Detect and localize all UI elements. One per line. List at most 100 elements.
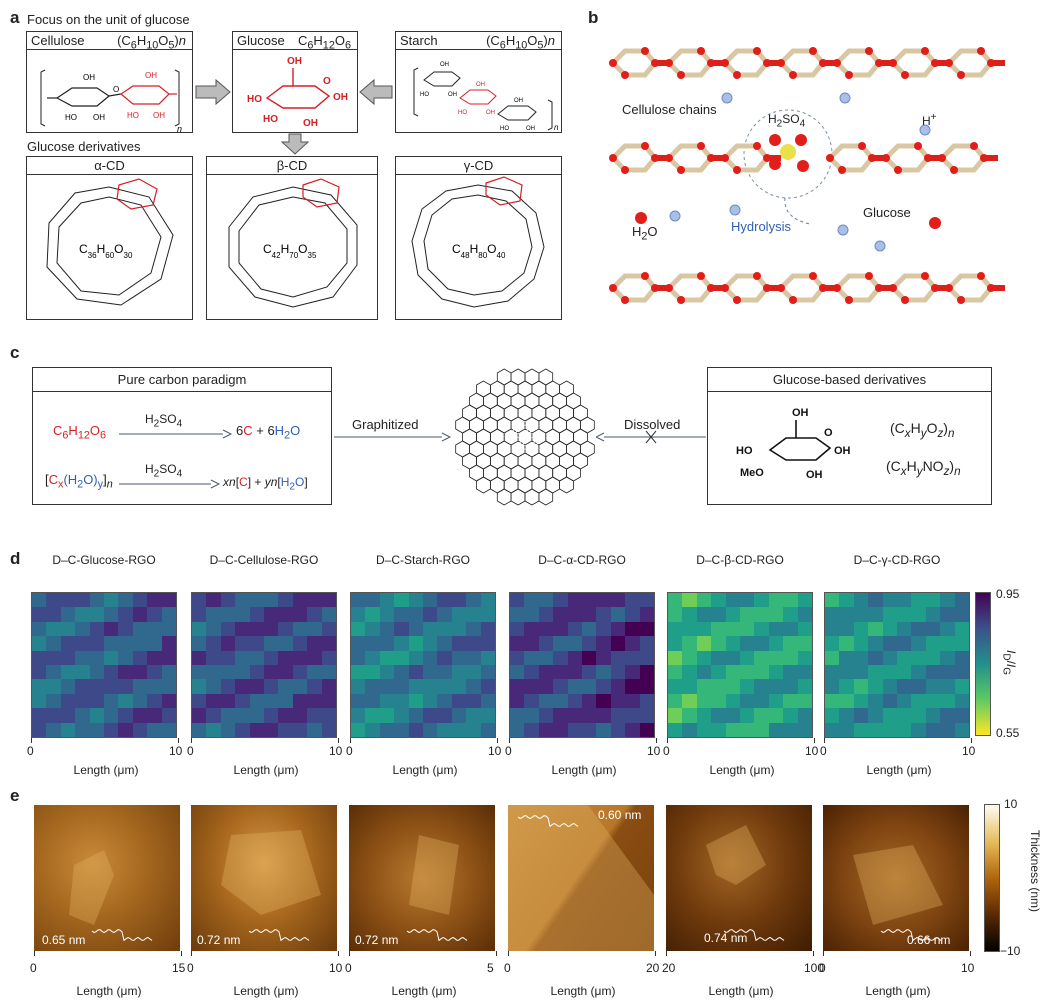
- afm-xtick-min-4: 20: [662, 961, 676, 975]
- afm-thickness-label-1: 0.72 nm: [197, 933, 241, 947]
- afm-xlabel-3: Length (μm): [550, 984, 616, 998]
- heatmap-title-4: D–C-β-CD-RGO: [696, 553, 784, 567]
- proton-1: [839, 92, 851, 104]
- heatmap-xtick-min-2: 0: [346, 744, 353, 758]
- heatmap-xlabel-0: Length (μm): [73, 763, 139, 777]
- svg-text:HO: HO: [263, 114, 278, 125]
- alpha-cd-box: α-CD C36H60O30: [26, 156, 193, 320]
- svg-text:HO: HO: [458, 110, 467, 116]
- afm-thickness-label-2: 0.72 nm: [355, 933, 399, 947]
- thickness-colorbar: [984, 804, 1000, 952]
- gamma-cd-ring: C48H80O40: [411, 176, 545, 308]
- afm-xlabel-4: Length (μm): [708, 984, 774, 998]
- sulfur-atom: [780, 144, 796, 160]
- heatmap-xaxis-4: [667, 738, 815, 743]
- afm-image-3: 0.60 nm: [508, 805, 654, 951]
- svg-text:OH: OH: [440, 62, 449, 68]
- heatmap-xtick-max-1: 10: [329, 744, 343, 758]
- glucose-name: Glucose: [237, 33, 285, 48]
- afm-xtick-min-3: 0: [504, 961, 511, 975]
- proton-2: [919, 124, 931, 136]
- heatmap-xtick-max-2: 10: [488, 744, 502, 758]
- colorbar-d-label: ID/IG: [1000, 650, 1018, 676]
- colorbar-d-max: 0.95: [996, 587, 1020, 601]
- svg-text:O: O: [113, 85, 119, 94]
- svg-text:OH: OH: [526, 126, 535, 132]
- heatmap-xtick-min-4: 0: [663, 744, 670, 758]
- starch-name: Starch: [400, 33, 438, 48]
- glucose-header: Glucose C6H12O6: [233, 32, 357, 52]
- heatmap-xaxis-2: [350, 738, 498, 743]
- svg-text:n: n: [177, 124, 182, 132]
- colorbar-d-min: 0.55: [996, 726, 1020, 740]
- graphene-lattice: [455, 368, 595, 506]
- afm-xaxis-0: [34, 951, 182, 956]
- afm-thickness-label-4: 0.74 nm: [704, 931, 748, 945]
- proton-3: [669, 210, 681, 222]
- cellulose-box: Cellulose (C6H10O5)n n OH HO OH O OH HO OH: [26, 31, 193, 133]
- heatmap-xtick-max-3: 10: [647, 744, 661, 758]
- h2o-label: H2O: [632, 224, 658, 243]
- heatmap-4: [667, 592, 813, 738]
- alpha-cd-formula: C36H60O30: [79, 242, 133, 260]
- svg-text:MeO: MeO: [740, 467, 764, 479]
- afm-image-4: 0.74 nm: [666, 805, 812, 951]
- heatmap-xaxis-5: [824, 738, 972, 743]
- beta-cd-ring: C42H70O35: [228, 178, 358, 308]
- panel-e-label: e: [10, 786, 20, 805]
- svg-text:O: O: [824, 427, 833, 439]
- eq1-reactant: C6H12O6: [53, 423, 107, 442]
- svg-text:OH: OH: [93, 113, 105, 122]
- colorbar-e-max: 10: [1004, 797, 1018, 811]
- svg-text:HO: HO: [247, 94, 262, 105]
- heatmap-xlabel-2: Length (μm): [392, 763, 458, 777]
- cellulose-chain-top: [609, 47, 1005, 79]
- afm-xlabel-2: Length (μm): [391, 984, 457, 998]
- afm-xtick-min-2: 0: [345, 961, 352, 975]
- pure-carbon-box: Pure carbon paradigm C6H12O6 H2SO4 6C + …: [32, 367, 332, 505]
- svg-text:HO: HO: [736, 445, 753, 457]
- eq1-product: 6C + 6H2O: [236, 423, 301, 442]
- afm-xlabel-0: Length (μm): [76, 984, 142, 998]
- afm-thickness-label-0: 0.65 nm: [42, 933, 86, 947]
- eq2-reactant: [Cx(H2O)y]n: [45, 472, 113, 491]
- heatmap-xtick-min-1: 0: [187, 744, 194, 758]
- cellulose-chain-mid-left: [609, 142, 781, 174]
- afm-xtick-max-5: 10: [961, 961, 975, 975]
- heatmap-xlabel-1: Length (μm): [233, 763, 299, 777]
- heatmap-5: [824, 592, 970, 738]
- afm-xtick-max-4: 100: [804, 961, 825, 975]
- panel-a-arrows: [195, 78, 393, 155]
- colorbar-e-label: Thickness (nm): [1028, 830, 1042, 913]
- glucose-derivatives-title: Glucose-based derivatives: [708, 368, 991, 392]
- formula-cxhynoz: (CxHyNOz)n: [886, 458, 961, 478]
- svg-text:HO: HO: [420, 92, 429, 98]
- proton-4: [729, 204, 741, 216]
- afm-image-5: 0.66 nm: [823, 805, 969, 951]
- dissolved-label: Dissolved: [624, 417, 681, 432]
- svg-text:OH: OH: [486, 110, 495, 116]
- heatmap-title-5: D–C-γ-CD-RGO: [853, 553, 941, 567]
- id-ig-colorbar: [975, 592, 991, 736]
- cellulose-structure: n OH HO OH O OH HO OH: [40, 69, 182, 132]
- heatmap-title-3: D–C-α-CD-RGO: [538, 553, 626, 567]
- panel-d-label: d: [10, 549, 21, 568]
- colorbar-e-min: −10: [1000, 944, 1021, 958]
- heatmap-2: [350, 592, 496, 738]
- heatmap-xlabel-4: Length (μm): [709, 763, 775, 777]
- heatmap-xaxis-3: [509, 738, 657, 743]
- graphitized-arrow: [334, 432, 452, 442]
- glucose-formula: C6H12O6: [297, 33, 351, 52]
- afm-xaxis-4: [666, 951, 814, 956]
- svg-text:OH: OH: [153, 111, 165, 120]
- afm-xtick-max-1: 10: [329, 961, 343, 975]
- cellulose-chains-label: Cellulose chains: [622, 102, 717, 117]
- afm-flake-1: [221, 830, 321, 942]
- h2so4-label: H2SO4: [768, 112, 806, 130]
- heatmap-0: [31, 592, 177, 738]
- afm-flake-2: [406, 835, 468, 942]
- heatmap-xtick-min-3: 0: [505, 744, 512, 758]
- afm-thickness-label-5: 0.66 nm: [907, 933, 951, 947]
- afm-xtick-max-3: 20: [646, 961, 660, 975]
